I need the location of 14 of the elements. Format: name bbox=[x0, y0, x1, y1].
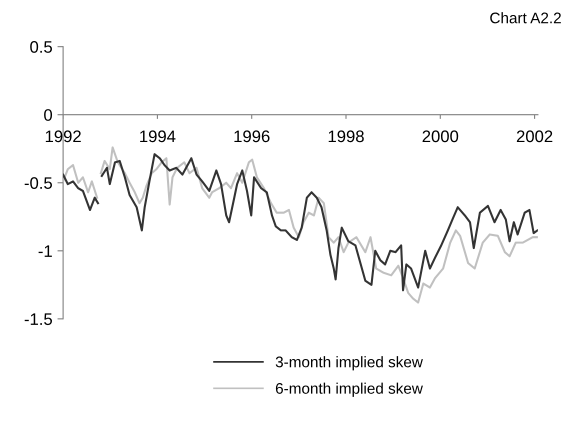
legend-label: 6-month implied skew bbox=[276, 382, 423, 397]
y-tick-label: -1.5 bbox=[24, 313, 52, 326]
chart-title: Chart A2.2 bbox=[490, 12, 561, 24]
x-tick-label: 1994 bbox=[140, 130, 176, 142]
y-tick-label: -0.5 bbox=[24, 177, 52, 189]
y-tick-label: 0 bbox=[44, 109, 52, 121]
legend-label: 3-month implied skew bbox=[276, 356, 423, 370]
x-tick-label: 1992 bbox=[46, 130, 81, 142]
x-tick-label: 2000 bbox=[422, 130, 458, 142]
x-tick-label: 1996 bbox=[234, 130, 270, 142]
y-tick-label: 0.5 bbox=[30, 41, 52, 53]
x-tick-label: 2002 bbox=[516, 130, 552, 142]
x-tick-label: 1998 bbox=[328, 130, 364, 142]
y-tick-label: -1 bbox=[38, 245, 52, 257]
